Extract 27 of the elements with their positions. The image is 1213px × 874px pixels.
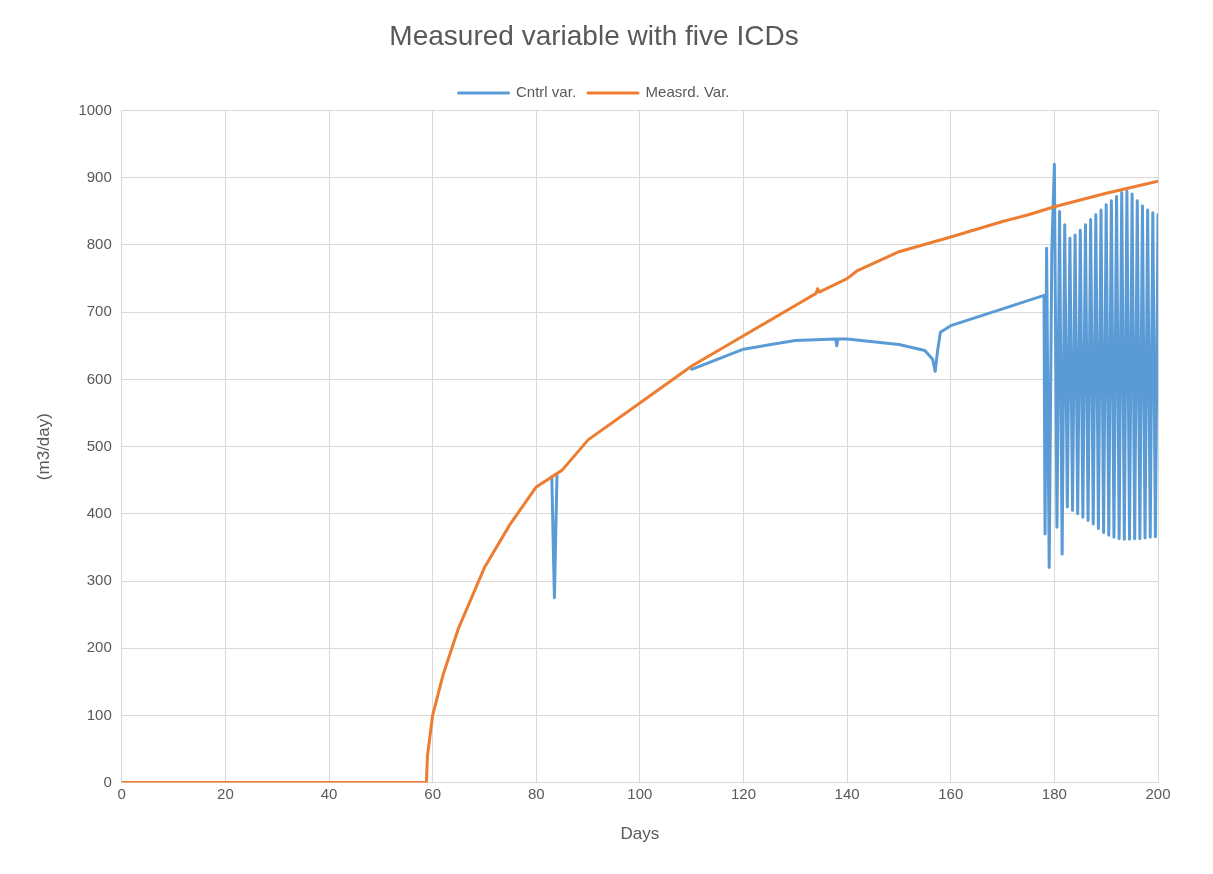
y-tick-label: 300 (86, 571, 112, 589)
y-tick-label: 500 (86, 436, 112, 454)
x-tick-label: 80 (527, 784, 545, 802)
x-tick-label: 20 (217, 784, 234, 802)
y-tick-label: 800 (86, 235, 112, 253)
y-tick-label: 400 (86, 503, 112, 521)
x-tick-label: 100 (627, 784, 653, 802)
y-tick-label: 600 (86, 369, 112, 387)
y-tick-label: 1000 (78, 100, 112, 118)
y-axis-title: (m3/day) (33, 413, 53, 481)
x-tick-label: 200 (1145, 784, 1171, 802)
x-tick-label: 160 (938, 784, 964, 802)
y-tick-label: 900 (86, 167, 112, 185)
y-tick-label: 200 (86, 638, 112, 656)
legend-label: Cntrl var. (516, 83, 577, 101)
x-tick-label: 60 (424, 784, 441, 802)
y-tick-label: 700 (86, 302, 112, 320)
x-tick-label: 140 (834, 784, 860, 802)
y-tick-label: 0 (103, 772, 112, 790)
x-tick-label: 0 (117, 784, 126, 802)
x-axis-title: Days (620, 824, 660, 844)
x-tick-label: 180 (1041, 784, 1067, 802)
legend-label: Measrd. Var. (645, 83, 730, 101)
x-tick-label: 120 (730, 784, 757, 802)
y-tick-label: 100 (86, 705, 112, 723)
chart-title: Measured variable with five ICDs (389, 19, 799, 51)
x-tick-label: 40 (320, 784, 338, 802)
